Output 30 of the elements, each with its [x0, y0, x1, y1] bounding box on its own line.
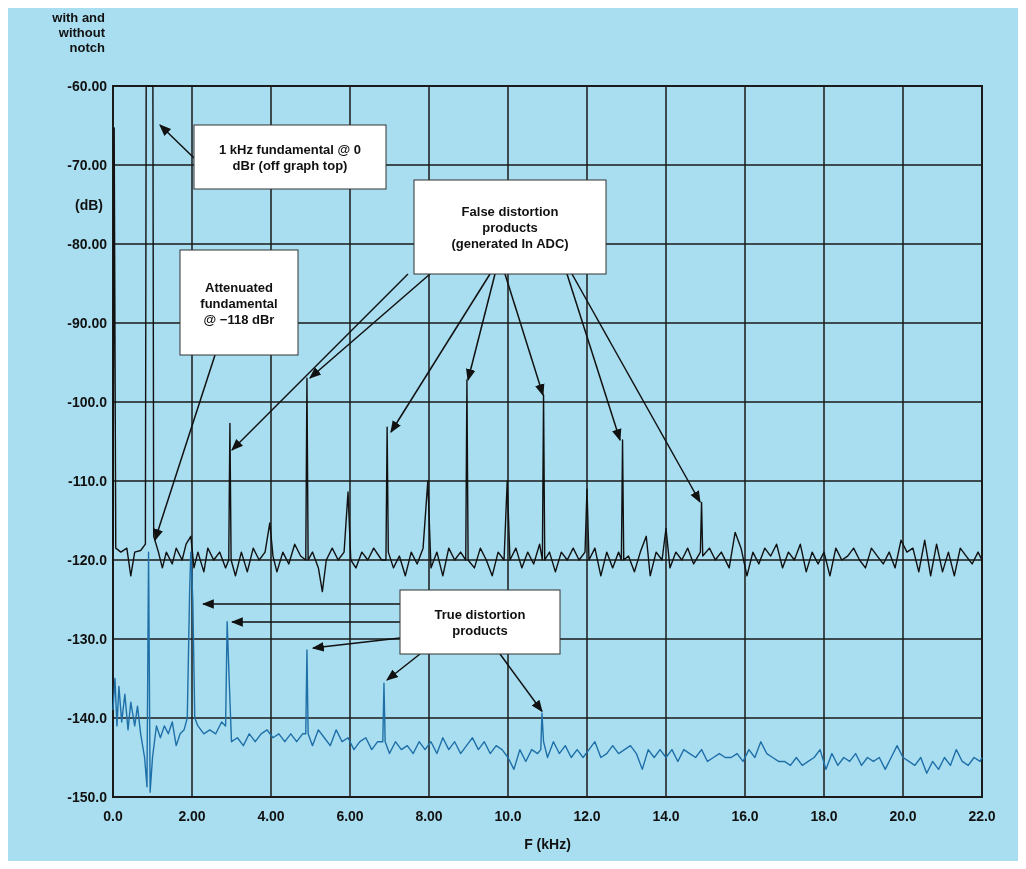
x-tick-label: 16.0 — [731, 808, 759, 824]
y-axis-title: (dB) — [75, 196, 103, 213]
y-tick-label: -150.0 — [67, 789, 108, 805]
annotation: 1 kHz fundamental @ 0 dBr (off graph top) — [219, 142, 361, 173]
chart-title: with and without notch — [51, 10, 106, 55]
annotation: True distortion products — [434, 607, 526, 638]
x-tick-label: 2.00 — [178, 808, 206, 824]
y-tick-label: -70.00 — [67, 157, 108, 173]
x-tick-label: 10.0 — [494, 808, 522, 824]
x-tick-label: 18.0 — [810, 808, 838, 824]
y-tick-label: -110.0 — [68, 473, 108, 489]
y-tick-label: -80.00 — [67, 236, 108, 252]
y-tick-label: -130.0 — [67, 631, 108, 647]
x-tick-label: 14.0 — [652, 808, 680, 824]
x-tick-label: 20.0 — [889, 808, 917, 824]
annotation: False distortion products (generated In ADC) — [451, 204, 569, 251]
x-tick-label: 12.0 — [573, 808, 601, 824]
y-tick-label: -100.0 — [67, 394, 108, 410]
x-axis-title: F (kHz) — [524, 836, 571, 852]
x-tick-label: 0.0 — [103, 808, 123, 824]
y-tick-label: -60.00 — [67, 78, 108, 94]
line-series — [112, 551, 983, 793]
x-tick-label: 6.00 — [336, 808, 364, 824]
y-tick-label: -140.0 — [67, 710, 108, 726]
x-tick-label: 4.00 — [257, 808, 285, 824]
annotation: Attenuated fundamental @ −118 dBr — [200, 279, 278, 327]
y-tick-label: -120.0 — [67, 552, 108, 568]
x-tick-label: 22.0 — [968, 808, 996, 824]
x-tick-label: 8.00 — [415, 808, 443, 824]
y-tick-label: -90.00 — [67, 315, 108, 331]
